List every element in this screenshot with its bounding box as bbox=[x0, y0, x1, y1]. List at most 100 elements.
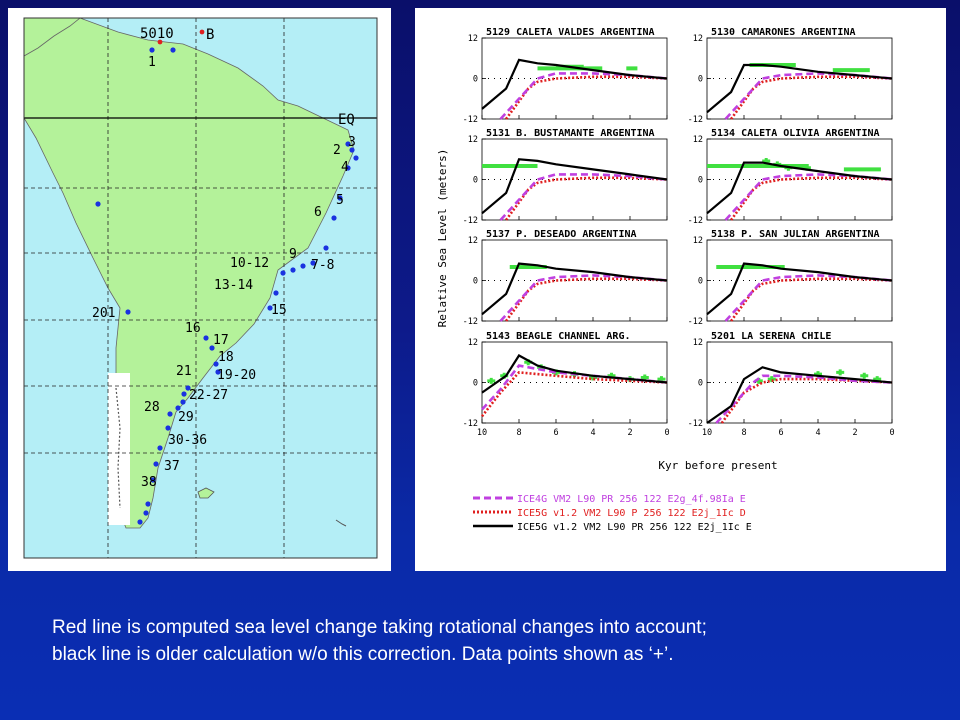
y-tick-label: 12 bbox=[468, 338, 478, 348]
site-marker bbox=[167, 411, 173, 417]
series-ice5g_pr bbox=[706, 63, 893, 114]
site-label-21: 21 bbox=[176, 364, 192, 379]
site-marker bbox=[175, 405, 181, 411]
series-ice4g bbox=[724, 274, 893, 322]
site-marker bbox=[209, 345, 215, 351]
site-marker bbox=[95, 201, 101, 207]
series-ice4g bbox=[724, 72, 893, 120]
y-tick-label: -12 bbox=[463, 419, 478, 429]
data-point bbox=[836, 369, 845, 376]
map-label-5010: 5010 bbox=[140, 26, 174, 42]
site-labels: 1 2 3 4 5 6 7-8 9 10-12 13-14 15 16 17 1… bbox=[92, 55, 356, 490]
y-tick-label: -12 bbox=[463, 115, 478, 125]
legend-label-ice5g_pr: ICE5G v1.2 VM2 L90 PR 256 122 E2j_1Ic E bbox=[517, 522, 752, 533]
caption-line-1: Red line is computed sea level change ta… bbox=[52, 617, 707, 638]
site-label-28: 28 bbox=[144, 400, 160, 415]
y-tick-label: 12 bbox=[468, 236, 478, 246]
site-marker bbox=[203, 335, 209, 341]
y-tick-label: 0 bbox=[698, 176, 703, 186]
series-ice5g_pr bbox=[706, 161, 893, 215]
site-label-16: 16 bbox=[185, 321, 201, 336]
y-tick-label: -12 bbox=[688, 419, 703, 429]
y-tick-label: -12 bbox=[463, 216, 478, 226]
chart-panels: 5129 CALETA VALDES ARGENTINA 12 0 -12 5130 C… bbox=[463, 27, 895, 438]
y-tick-label: 0 bbox=[473, 75, 478, 85]
panel-title: 5129 CALETA VALDES ARGENTINA bbox=[486, 27, 655, 38]
panel-title: 5137 P. DESEADO ARGENTINA bbox=[486, 229, 637, 240]
panel-1: 5129 CALETA VALDES ARGENTINA 12 0 -12 bbox=[463, 27, 668, 125]
caption: Red line is computed sea level change ta… bbox=[52, 614, 932, 668]
panel-frame bbox=[706, 239, 893, 322]
site-marker bbox=[137, 519, 143, 525]
series-ice5g_p bbox=[505, 75, 668, 120]
series-ice5g_p bbox=[720, 377, 893, 424]
data-point bbox=[860, 372, 869, 379]
site-marker bbox=[310, 260, 316, 266]
site-marker bbox=[180, 399, 186, 405]
site-label-13-14: 13-14 bbox=[214, 278, 253, 293]
y-tick-label: 0 bbox=[473, 277, 478, 287]
panel-title: 5130 CAMARONES ARGENTINA bbox=[711, 27, 856, 38]
y-tick-label: 12 bbox=[693, 34, 703, 44]
y-tick-label: 12 bbox=[693, 338, 703, 348]
site-label-22-27: 22-27 bbox=[189, 388, 228, 403]
x-tick-label: 0 bbox=[664, 428, 669, 438]
site-marker bbox=[213, 361, 219, 367]
falkland-islands bbox=[197, 487, 215, 499]
series-ice5g_p bbox=[480, 371, 668, 418]
y-tick-label: 12 bbox=[468, 34, 478, 44]
map-panel: 5010 B EQ 1 2 3 4 5 6 7-8 9 10-12 13-14 … bbox=[8, 8, 391, 571]
panel-title: 5138 P. SAN JULIAN ARGENTINA bbox=[711, 229, 880, 240]
y-tick-label: -12 bbox=[463, 317, 478, 327]
data-point bbox=[487, 377, 496, 384]
series-ice4g bbox=[724, 173, 893, 221]
series-ice5g_pr bbox=[706, 262, 893, 316]
site-label-4: 4 bbox=[341, 160, 349, 175]
series-ice4g bbox=[499, 274, 668, 322]
site-marker bbox=[145, 501, 151, 507]
y-tick-label: -12 bbox=[688, 115, 703, 125]
legend-label-ice5g_p: ICE5G v1.2 VM2 L90 P 256 122 E2j_1Ic D bbox=[517, 508, 746, 519]
panel-4: 5134 CALETA OLIVIA ARGENTINA 12 0 -12 bbox=[688, 128, 893, 226]
series-ice5g_pr bbox=[706, 366, 893, 424]
site-marker bbox=[125, 309, 131, 315]
site-label-18: 18 bbox=[218, 350, 234, 365]
site-marker bbox=[345, 165, 351, 171]
y-tick-label: 12 bbox=[693, 236, 703, 246]
map-frame bbox=[23, 17, 378, 559]
legend: ICE4G VM2 L90 PR 256 122 E2g_4f.98Ia E IC… bbox=[473, 494, 752, 533]
site-marker bbox=[345, 141, 351, 147]
site-markers bbox=[95, 29, 359, 525]
legend-label-ice4g: ICE4G VM2 L90 PR 256 122 E2g_4f.98Ia E bbox=[517, 494, 746, 505]
site-label-1: 1 bbox=[148, 55, 156, 70]
y-axis-label: Relative Sea Level (meters) bbox=[436, 149, 449, 328]
y-tick-label: -12 bbox=[688, 317, 703, 327]
x-tick-label: 2 bbox=[627, 428, 632, 438]
site-marker bbox=[273, 290, 279, 296]
site-marker bbox=[353, 155, 359, 161]
site-label-3: 3 bbox=[348, 135, 356, 150]
series-ice5g_pr bbox=[481, 158, 668, 215]
caption-line-2: black line is older calculation w/o this… bbox=[52, 644, 674, 665]
panel-frame bbox=[481, 138, 668, 221]
series-ice5g_p bbox=[505, 277, 668, 322]
map-label-b: B bbox=[206, 27, 214, 43]
y-tick-label: 0 bbox=[698, 75, 703, 85]
series-ice5g_pr bbox=[481, 354, 668, 394]
series-ice5g_p bbox=[730, 176, 893, 221]
site-marker bbox=[143, 510, 149, 516]
y-tick-label: 0 bbox=[698, 277, 703, 287]
series-ice5g_p bbox=[505, 176, 668, 221]
y-tick-label: 0 bbox=[698, 379, 703, 389]
site-marker bbox=[337, 195, 343, 201]
y-tick-label: 0 bbox=[473, 176, 478, 186]
site-label-29: 29 bbox=[178, 410, 194, 425]
series-ice5g_p bbox=[730, 277, 893, 322]
x-tick-label: 2 bbox=[852, 428, 857, 438]
x-tick-label: 10 bbox=[702, 428, 712, 438]
site-label-6: 6 bbox=[314, 205, 322, 220]
panel-frame bbox=[706, 138, 893, 221]
site-marker bbox=[300, 263, 306, 269]
